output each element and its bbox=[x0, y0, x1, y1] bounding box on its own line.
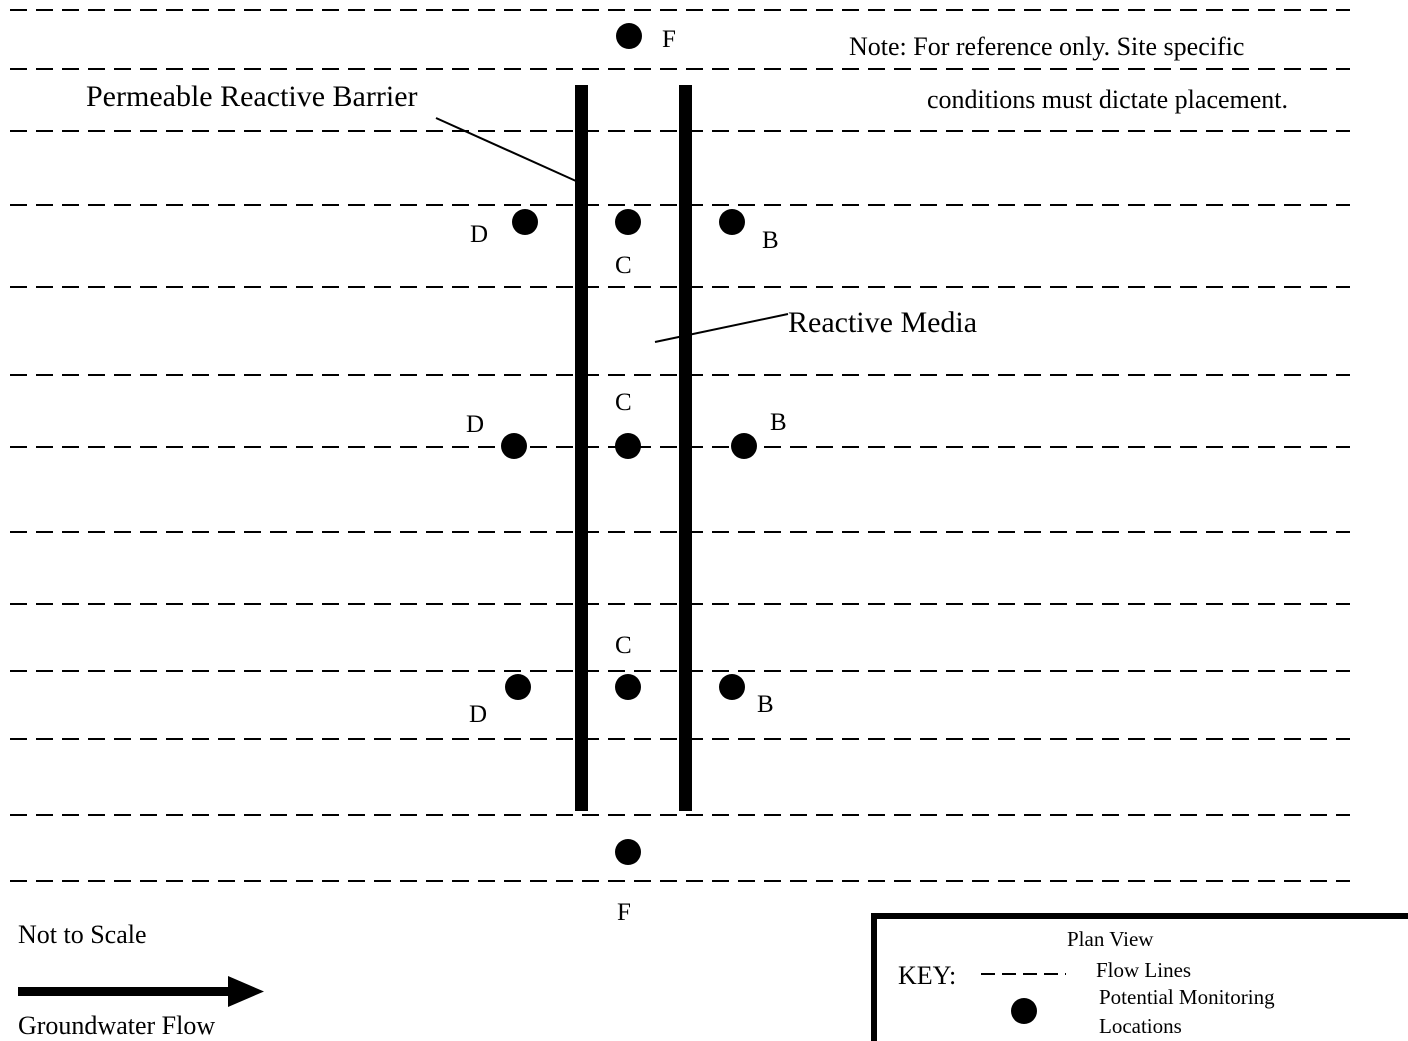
label-d-row2: D bbox=[466, 411, 484, 438]
barrier-label: Permeable Reactive Barrier bbox=[86, 80, 418, 113]
note-background bbox=[924, 84, 1348, 116]
monitoring-point-c-row1 bbox=[615, 209, 641, 235]
label-c-row1: C bbox=[615, 252, 632, 279]
key-title: Plan View bbox=[1067, 927, 1154, 951]
monitoring-point-b-row3 bbox=[719, 674, 745, 700]
monitoring-legend-label-1: Potential Monitoring bbox=[1099, 985, 1275, 1009]
monitoring-point-d-row3 bbox=[505, 674, 531, 700]
monitoring-point-c-row3 bbox=[615, 674, 641, 700]
monitoring-point-c-row2 bbox=[615, 433, 641, 459]
label-b-row1: B bbox=[762, 227, 779, 254]
monitoring-point-f-bottom bbox=[615, 839, 641, 865]
monitoring-point-b-row2 bbox=[731, 433, 757, 459]
note-line-1: Note: For reference only. Site specific bbox=[849, 32, 1244, 61]
monitoring-legend-label-2: Locations bbox=[1099, 1014, 1182, 1038]
key-box bbox=[871, 913, 1408, 1041]
media-leader-line bbox=[654, 313, 789, 343]
flow-lines-legend-label: Flow Lines bbox=[1096, 958, 1191, 982]
barrier-wall-upgradient bbox=[575, 85, 588, 811]
key-legend: Plan View KEY: Flow Lines Potential Moni… bbox=[871, 913, 1408, 1041]
flow-lines bbox=[10, 9, 1350, 882]
barrier-leader-line bbox=[435, 117, 577, 182]
label-c-row3: C bbox=[615, 632, 632, 659]
label-b-row2: B bbox=[770, 409, 787, 436]
label-d-row3: D bbox=[469, 701, 487, 728]
note-line-2: conditions must dictate placement. bbox=[927, 85, 1288, 114]
monitoring-point-d-row2 bbox=[501, 433, 527, 459]
label-f-bottom: F bbox=[617, 899, 631, 926]
flow-direction-arrow-icon bbox=[18, 976, 264, 1007]
note-background bbox=[846, 30, 1322, 62]
label-b-row3: B bbox=[757, 691, 774, 718]
not-to-scale-label: Not to Scale bbox=[18, 920, 147, 949]
monitoring-point-f-top bbox=[616, 23, 642, 49]
label-d-row1: D bbox=[470, 221, 488, 248]
groundwater-flow-label: Groundwater Flow bbox=[18, 1011, 215, 1040]
monitoring-point-b-row1 bbox=[719, 209, 745, 235]
monitoring-point-d-row1 bbox=[512, 209, 538, 235]
monitoring-point-legend-swatch bbox=[1011, 998, 1037, 1024]
label-c-row2: C bbox=[615, 389, 632, 416]
key-label: KEY: bbox=[898, 961, 956, 990]
label-f-top: F bbox=[662, 26, 676, 53]
barrier-wall-downgradient bbox=[679, 85, 692, 811]
monitoring-points bbox=[501, 23, 757, 865]
media-label: Reactive Media bbox=[788, 306, 977, 339]
